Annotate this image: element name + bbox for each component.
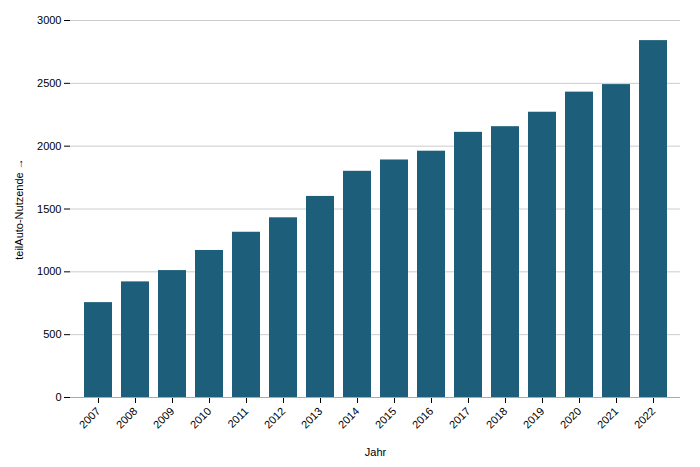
svg-text:2019: 2019 <box>521 405 547 431</box>
svg-text:2016: 2016 <box>410 405 436 431</box>
svg-text:3000: 3000 <box>37 14 61 26</box>
svg-text:1000: 1000 <box>37 265 61 277</box>
svg-text:2017: 2017 <box>447 405 473 431</box>
svg-text:2013: 2013 <box>299 405 325 431</box>
svg-text:2009: 2009 <box>151 405 177 431</box>
svg-text:2014: 2014 <box>336 405 362 431</box>
svg-text:2008: 2008 <box>114 405 140 431</box>
svg-text:2020: 2020 <box>558 405 584 431</box>
svg-text:2021: 2021 <box>595 405 621 431</box>
svg-text:2011: 2011 <box>225 405 250 430</box>
svg-text:2010: 2010 <box>188 405 214 431</box>
svg-text:1500: 1500 <box>37 203 61 215</box>
svg-text:500: 500 <box>43 328 61 340</box>
svg-text:Jahr: Jahr <box>365 446 387 458</box>
svg-text:0: 0 <box>55 391 61 403</box>
svg-text:2007: 2007 <box>77 405 103 431</box>
svg-text:2015: 2015 <box>373 405 399 431</box>
svg-text:2000: 2000 <box>37 140 61 152</box>
svg-text:teilAuto-Nutzende →: teilAuto-Nutzende → <box>13 158 25 260</box>
svg-text:2018: 2018 <box>484 405 510 431</box>
svg-text:2500: 2500 <box>37 77 61 89</box>
svg-text:2012: 2012 <box>262 405 288 431</box>
svg-text:2022: 2022 <box>632 405 658 431</box>
